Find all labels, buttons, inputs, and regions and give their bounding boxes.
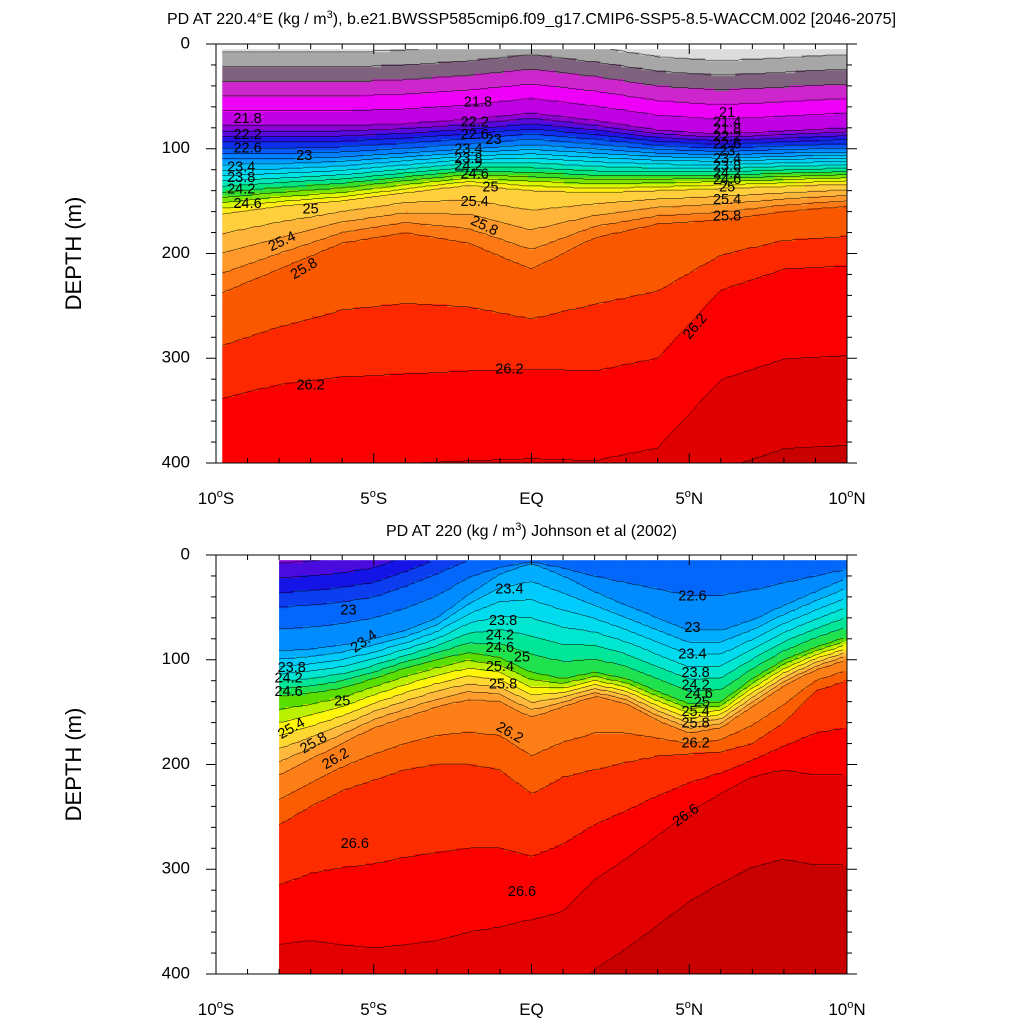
density-field — [216, 44, 850, 464]
